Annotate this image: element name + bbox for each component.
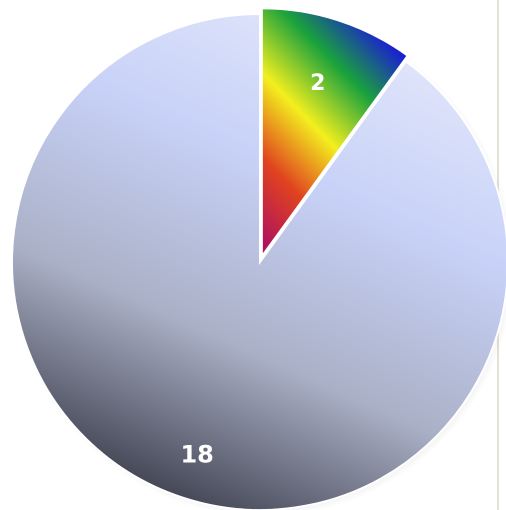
pie-labels: 2 18 — [180, 71, 325, 468]
pie-slice-1 — [260, 7, 410, 260]
pie-slice-1-label: 2 — [310, 71, 325, 96]
pie-slice-2 — [11, 12, 506, 510]
pie-slice-2-label: 18 — [180, 440, 213, 468]
pie-slices — [11, 7, 506, 510]
